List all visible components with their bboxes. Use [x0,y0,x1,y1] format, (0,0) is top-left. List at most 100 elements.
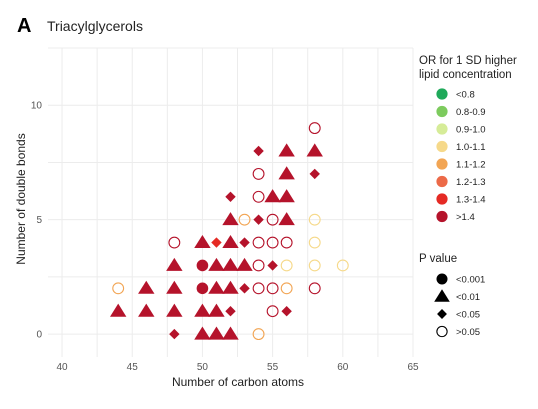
y-axis-label: Number of double bonds [14,133,28,264]
color-legend: OR for 1 SD higher lipid concentration <… [419,55,517,223]
data-point [252,328,265,341]
data-point [222,257,239,271]
y-tick-label: 0 [36,330,42,341]
data-point [308,236,321,249]
color-legend-swatch [436,123,448,135]
shape-legend-symbol [434,289,450,302]
data-point [253,214,264,225]
data-point [278,143,295,157]
color-legend-label: 0.8-0.9 [456,107,486,118]
color-legend-swatch [436,193,448,205]
shape-legend-label: <0.01 [456,292,480,303]
data-point [239,237,250,248]
data-point [336,259,349,272]
data-point [222,212,239,226]
data-point [281,306,292,317]
data-point [309,168,320,180]
data-point [308,213,321,226]
data-point [138,303,155,317]
shape-legend-symbol [436,273,448,285]
color-legend-title-line2: lipid concentration [419,69,512,81]
color-legend-label: 1.1-1.2 [456,160,486,171]
data-point [280,282,293,295]
color-legend-swatch [436,88,448,100]
x-tick-label: 50 [197,362,209,373]
data-point [306,143,323,157]
data-point [222,280,239,294]
data-point [308,259,321,272]
panel-letter: A [17,15,31,37]
data-point [238,213,251,226]
data-point [266,282,279,295]
data-point [208,280,225,294]
x-tick-labels: 40 45 50 55 60 65 [56,362,419,373]
color-legend-title-line1: OR for 1 SD higher [419,55,517,67]
data-point [222,326,239,340]
data-point [194,326,211,340]
shape-legend-symbol [437,309,447,319]
data-point [194,303,211,317]
color-legend-swatch [436,175,448,188]
data-point [196,282,209,295]
data-point [252,236,265,249]
y-tick-label: 10 [31,101,43,112]
shape-legend-title: P value [419,253,457,265]
data-point [225,306,236,317]
data-point [225,191,236,202]
color-legend-label: 0.9-1.0 [456,125,486,136]
color-legend-swatch [436,158,448,170]
data-point [280,236,293,249]
color-legend-label: 1.2-1.3 [456,177,486,188]
data-point [166,257,183,271]
data-point [194,234,211,249]
data-point [109,303,127,317]
data-point [138,280,155,294]
shape-legend-symbol [436,325,448,338]
data-point [208,326,225,340]
data-point [252,282,265,295]
data-point [236,257,253,271]
color-legend-swatch [436,105,448,118]
chart-title: Triacylglycerols [47,18,143,34]
data-point [252,259,265,272]
data-point [278,189,295,203]
data-point [252,167,265,180]
shape-legend-label: >0.05 [456,327,480,338]
data-point [308,122,321,135]
data-point [169,328,180,340]
data-point [196,259,209,272]
data-point [166,303,183,317]
shape-legend: P value <0.001 <0.01 <0.05 >0.05 [419,253,485,338]
x-tick-label: 55 [267,362,279,373]
shape-legend-label: <0.001 [456,275,485,286]
data-point [266,213,279,226]
x-axis-label: Number of carbon atoms [172,375,304,389]
y-tick-labels: 0 5 10 [31,101,43,341]
data-points [109,122,349,341]
data-point [112,282,125,295]
color-legend-swatch [436,210,448,223]
x-tick-label: 45 [127,362,139,373]
data-point [280,259,293,272]
data-point [208,303,225,317]
data-point [267,260,278,271]
data-point [253,145,264,157]
data-point [208,257,225,271]
data-point [211,237,222,248]
data-point [222,234,239,249]
shape-legend-label: <0.05 [456,310,480,321]
x-tick-label: 60 [337,362,349,373]
color-legend-swatch [436,140,448,153]
data-point [264,189,281,203]
color-legend-label: 1.3-1.4 [456,195,486,206]
data-point [252,190,265,203]
color-legend-label: 1.0-1.1 [456,142,486,153]
data-point [239,283,250,294]
x-tick-label: 65 [407,362,419,373]
x-tick-label: 40 [56,362,68,373]
data-point [168,236,181,249]
data-point [266,236,279,249]
data-point [308,282,321,295]
data-point [278,166,295,180]
